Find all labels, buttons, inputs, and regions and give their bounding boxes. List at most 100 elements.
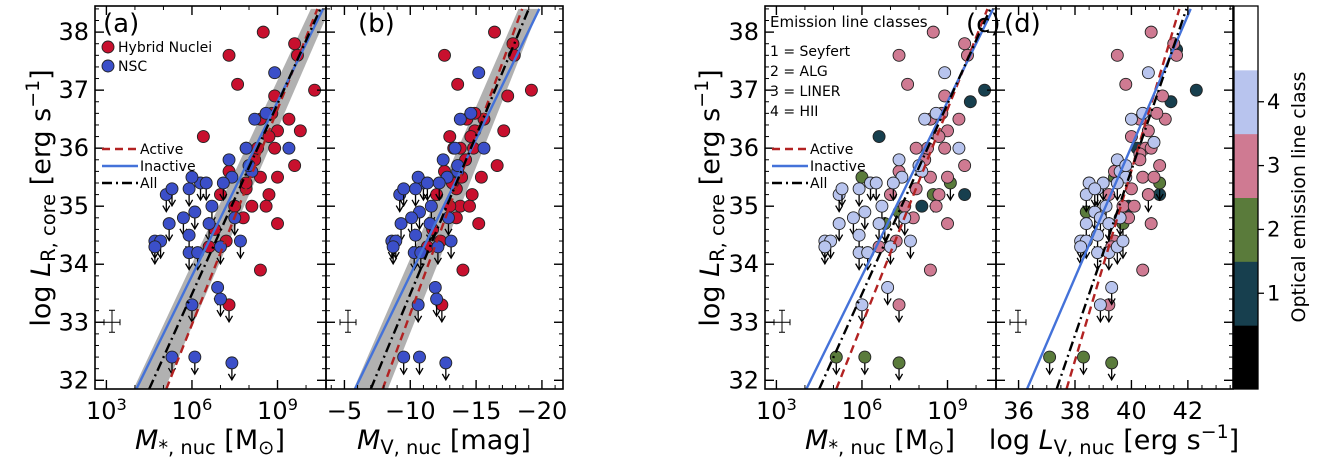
data-point bbox=[182, 228, 196, 242]
upper-limit-arrowhead bbox=[433, 257, 442, 266]
upper-limit-arrowhead bbox=[230, 228, 239, 237]
data-point bbox=[409, 182, 422, 196]
colorbar-segment bbox=[1234, 261, 1258, 326]
data-point bbox=[386, 240, 400, 254]
data-point bbox=[188, 205, 202, 219]
upper-limit-arrowhead bbox=[1104, 263, 1113, 271]
axes-frame bbox=[325, 5, 564, 390]
legend-marker-label: NSC bbox=[118, 59, 147, 75]
colorbar-tick-label: 1 bbox=[1267, 281, 1280, 305]
data-point bbox=[430, 292, 444, 306]
legend-line-label: All bbox=[810, 176, 827, 192]
data-point bbox=[214, 292, 227, 306]
upper-limit-arrowhead bbox=[236, 251, 245, 260]
fit-line-inactive bbox=[353, 8, 541, 389]
data-point bbox=[918, 112, 932, 126]
x-tick-label: −15 bbox=[451, 397, 502, 425]
fit-line-all bbox=[818, 8, 992, 389]
upper-limit-arrowhead bbox=[423, 193, 432, 202]
panel-label: (c) bbox=[966, 9, 1001, 39]
upper-limit-arrowhead bbox=[1104, 315, 1113, 324]
upper-limit-arrowhead bbox=[441, 373, 450, 382]
x-tick-label: 106 bbox=[171, 395, 212, 426]
data-point bbox=[958, 188, 972, 202]
data-point bbox=[892, 48, 906, 62]
data-point bbox=[903, 234, 917, 248]
panel-label: (d) bbox=[1004, 9, 1041, 39]
upper-limit-arrowhead bbox=[1096, 315, 1105, 324]
data-point bbox=[282, 112, 296, 126]
data-point bbox=[1116, 234, 1130, 248]
data-point bbox=[941, 217, 954, 231]
panel-label: (a) bbox=[103, 9, 139, 39]
legend-line-label: Active bbox=[140, 142, 183, 158]
data-point bbox=[176, 211, 190, 225]
upper-limit-arrowhead bbox=[900, 228, 909, 237]
data-point bbox=[852, 182, 866, 196]
emission-class-2: 2 = ALG bbox=[770, 64, 828, 80]
data-point bbox=[205, 199, 219, 213]
emission-classes-title: Emission line classes bbox=[770, 13, 928, 31]
x-tick-label: 106 bbox=[841, 395, 882, 426]
data-point bbox=[443, 130, 457, 144]
upper-limit-arrowhead bbox=[1090, 199, 1099, 208]
upper-limit-arrowhead bbox=[894, 373, 904, 382]
x-axis-label-d: log LV, nuc [erg s−1] bbox=[989, 421, 1239, 459]
data-point bbox=[852, 228, 866, 242]
data-point bbox=[464, 106, 478, 120]
upper-limit-arrowhead bbox=[860, 367, 869, 376]
data-point bbox=[397, 182, 411, 196]
colorbar-frame bbox=[1233, 5, 1259, 390]
upper-limit-arrowhead bbox=[894, 315, 904, 324]
upper-limit-arrowhead bbox=[414, 315, 423, 324]
data-point bbox=[1119, 77, 1133, 91]
data-point bbox=[875, 199, 889, 213]
data-point bbox=[1144, 217, 1158, 231]
data-point bbox=[490, 159, 504, 173]
data-point bbox=[233, 234, 247, 248]
legend-marker-1 bbox=[101, 59, 115, 73]
data-point bbox=[963, 95, 977, 109]
y-tick-label: 34 bbox=[58, 250, 89, 278]
upper-limit-arrowhead bbox=[860, 222, 869, 231]
panel-label: (b) bbox=[358, 9, 395, 39]
upper-limit-arrowhead bbox=[855, 199, 864, 208]
data-point bbox=[1136, 170, 1150, 184]
upper-limit-arrowhead bbox=[906, 251, 915, 260]
colorbar-tick-label: 3 bbox=[1267, 154, 1280, 178]
data-point bbox=[1091, 246, 1105, 260]
y-tick-label: 32 bbox=[58, 366, 89, 394]
data-point bbox=[256, 25, 270, 39]
plot-area bbox=[133, 8, 326, 389]
y-axis-label-left: log LR, core [erg s−1] bbox=[22, 69, 60, 326]
x-tick-label: 109 bbox=[927, 395, 968, 426]
data-point bbox=[465, 188, 479, 202]
upper-limit-arrowhead bbox=[1099, 193, 1108, 202]
data-point bbox=[199, 176, 213, 190]
x-axis-label-c: M*, nuc [M⊙] bbox=[805, 425, 955, 459]
fit-line-all bbox=[148, 8, 322, 389]
data-point bbox=[222, 153, 236, 167]
data-point bbox=[829, 350, 843, 364]
data-point bbox=[222, 48, 236, 62]
data-point bbox=[1105, 280, 1119, 294]
panel-b: −5 −10 −15 −20 (b) bbox=[325, 5, 567, 425]
upper-limit-arrowhead bbox=[432, 309, 441, 318]
x-tick-label: −5 bbox=[327, 397, 362, 425]
upper-limit-arrowhead bbox=[1079, 367, 1088, 376]
data-point bbox=[1150, 106, 1164, 120]
data-point bbox=[420, 176, 434, 190]
data-point bbox=[451, 77, 465, 91]
data-point bbox=[438, 48, 451, 62]
data-point bbox=[952, 141, 966, 155]
upper-limit-arrowhead bbox=[863, 263, 872, 271]
data-point bbox=[488, 25, 501, 39]
legend-line-label: Active bbox=[810, 142, 853, 158]
upper-limit-arrowhead bbox=[219, 193, 228, 202]
data-point bbox=[1147, 170, 1161, 184]
data-point bbox=[1079, 217, 1093, 231]
data-point bbox=[1110, 48, 1124, 62]
fit-line-all bbox=[369, 8, 530, 389]
